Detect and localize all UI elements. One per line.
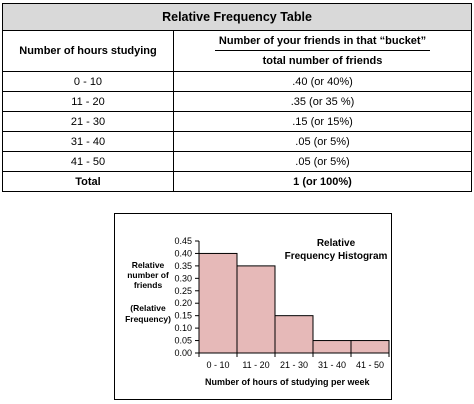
- total-row: Total 1 (or 100%): [2, 171, 473, 192]
- y-axis-label-line: Frequency): [125, 314, 171, 324]
- histogram-bar: [236, 265, 276, 354]
- x-tick-label: 31 - 40: [318, 360, 346, 370]
- x-tick-label: 0 - 10: [206, 360, 229, 370]
- hours-range-cell: 41 - 50: [2, 151, 174, 172]
- chart-title: Relative Frequency Histogram: [280, 237, 392, 263]
- relative-frequency-cell: .40 (or 40%): [172, 71, 473, 92]
- histogram-bar: [198, 252, 238, 354]
- y-tick-label: 0.10: [174, 323, 192, 333]
- total-label: Total: [2, 171, 174, 192]
- relative-frequency-column-header: Number of your friends in that “bucket” …: [172, 30, 473, 72]
- y-axis-label-line: number of: [127, 270, 169, 280]
- y-axis-label-line: friends: [133, 280, 163, 290]
- histogram-plot: 0.00 0.05 0.10 0.15 0.20 0.25 0.30 0.35 0.40 0.45…: [174, 236, 390, 370]
- y-tick-label: 0.45: [174, 236, 192, 246]
- chart-title-line: Relative: [316, 238, 356, 249]
- hours-range-cell: 21 - 30: [2, 111, 174, 132]
- table-row: 0 - 10 .40 (or 40%): [2, 71, 473, 92]
- x-axis-label: Number of hours of studying per week: [205, 377, 370, 387]
- table-row: 11 - 20 .35 (or 35 %): [2, 91, 473, 112]
- total-value: 1 (or 100%): [172, 171, 473, 192]
- x-tick-label: 41 - 50: [356, 360, 384, 370]
- histogram-bar: [350, 340, 390, 354]
- hours-column-header: Number of hours studying: [2, 30, 174, 72]
- x-tick-label: 11 - 20: [242, 360, 269, 370]
- y-tick-label: 0.40: [174, 248, 192, 258]
- histogram-bar: [312, 340, 352, 354]
- chart-title-line: Frequency Histogram: [284, 251, 388, 262]
- y-tick-label: 0.30: [174, 273, 192, 283]
- y-tick-label: 0.15: [174, 311, 192, 321]
- table-title: Relative Frequency Table: [1, 3, 473, 31]
- table-row: 31 - 40 .05 (or 5%): [2, 131, 473, 152]
- hours-range-cell: 31 - 40: [2, 131, 174, 152]
- y-tick-label: 0.05: [174, 336, 192, 346]
- histogram-bar: [274, 315, 314, 354]
- fraction-numerator: Number of your friends in that “bucket”: [214, 35, 431, 51]
- y-tick-label: 0.35: [174, 261, 192, 271]
- hours-range-cell: 11 - 20: [2, 91, 174, 112]
- relative-frequency-cell: .15 (or 15%): [172, 111, 473, 132]
- table-row: 21 - 30 .15 (or 15%): [2, 111, 473, 132]
- x-tick-label: 21 - 30: [280, 360, 308, 370]
- hours-range-cell: 0 - 10: [2, 71, 174, 92]
- relative-frequency-cell: .05 (or 5%): [172, 151, 473, 172]
- y-tick-label: 0.25: [174, 286, 192, 296]
- y-axis-label-line: (Relative: [130, 303, 166, 313]
- y-axis-label-line: Relative: [131, 260, 165, 270]
- table-row: 41 - 50 .05 (or 5%): [2, 151, 473, 172]
- relative-frequency-cell: .05 (or 5%): [172, 131, 473, 152]
- relative-frequency-table: Relative Frequency Table Number of hours…: [1, 3, 473, 192]
- relative-frequency-cell: .35 (or 35 %): [172, 91, 473, 112]
- fraction-denominator: total number of friends: [262, 55, 383, 67]
- y-tick-label: 0.00: [174, 348, 192, 358]
- histogram-chart: Relative number of friends (Relative Fre…: [114, 213, 392, 400]
- y-tick-label: 0.20: [174, 298, 192, 308]
